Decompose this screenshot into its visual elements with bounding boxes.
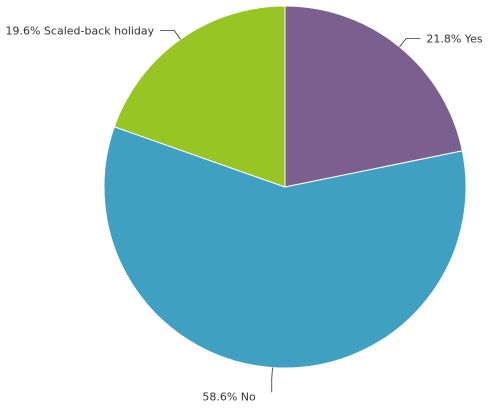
leader-line-scaled-back-holiday <box>160 29 181 40</box>
slice-value-yes: 21.8% <box>426 32 461 45</box>
slice-label-yes: 21.8% Yes <box>426 32 482 45</box>
slice-value-scaled-back-holiday: 19.6% <box>5 24 40 37</box>
pie-slices <box>103 5 467 369</box>
slice-name-no: No <box>237 390 256 403</box>
pie-slice-yes[interactable] <box>284 5 463 188</box>
leader-line-yes <box>399 38 421 48</box>
slice-value-no: 58.6% <box>202 390 237 403</box>
slice-label-scaled-back-holiday: 19.6% Scaled-back holiday <box>5 24 154 37</box>
slice-name-yes: Yes <box>461 32 483 45</box>
slice-label-no: 58.6% No <box>202 390 256 403</box>
leader-lines <box>160 29 421 393</box>
slice-name-scaled-back-holiday: Scaled-back holiday <box>40 24 154 37</box>
pie-slice-scaled-back-holiday[interactable] <box>113 5 286 188</box>
slice-labels: 21.8% Yes 58.6% No 19.6% Scaled-back holid… <box>5 24 482 403</box>
leader-line-no <box>271 367 273 393</box>
